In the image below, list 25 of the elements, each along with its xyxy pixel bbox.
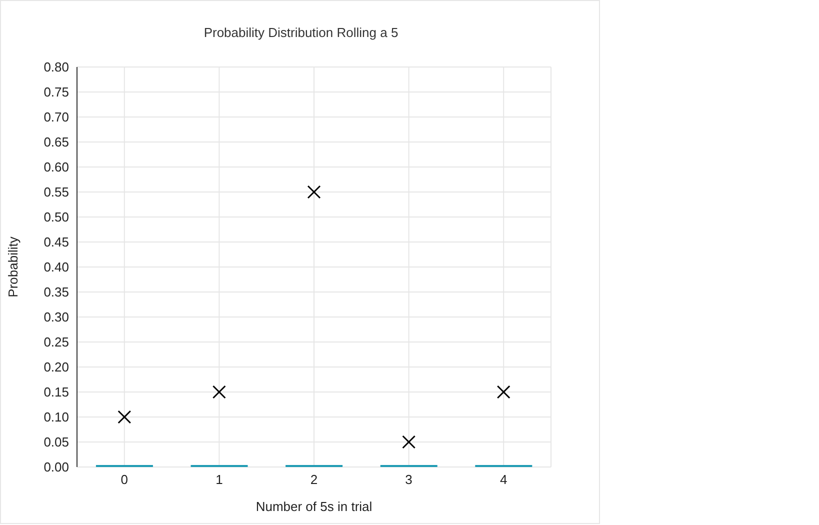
x-tick-label: 4: [500, 472, 508, 488]
x-tick-label: 0: [120, 472, 128, 488]
y-tick-label: 0.40: [44, 260, 69, 275]
y-tick-label: 0.60: [44, 160, 69, 175]
y-tick-label: 0.05: [44, 434, 69, 450]
y-tick-label: 0.00: [44, 460, 69, 475]
y-tick-label: 0.30: [44, 310, 69, 325]
x-axis-title: Number of 5s in trial: [256, 499, 372, 514]
y-tick-label: 0.10: [44, 410, 69, 425]
x-tick-label: 2: [310, 472, 318, 488]
y-tick-label: 0.25: [44, 334, 69, 350]
y-tick-label: 0.15: [44, 384, 69, 400]
y-tick-label: 0.45: [44, 234, 69, 250]
x-tick-label: 3: [405, 472, 412, 488]
y-tick-label: 0.35: [44, 284, 69, 300]
y-tick-label: 0.75: [44, 84, 69, 100]
y-tick-label: 0.65: [44, 134, 69, 150]
y-tick-label: 0.55: [44, 184, 69, 200]
chart-title: Probability Distribution Rolling a 5: [202, 25, 400, 40]
y-axis-title: Probability: [6, 236, 21, 298]
x-tick-label: 1: [216, 472, 223, 488]
y-tick-label: 0.20: [44, 360, 69, 375]
y-tick-label: 0.80: [44, 60, 69, 75]
y-tick-label: 0.70: [44, 110, 69, 125]
y-tick-label: 0.50: [44, 210, 69, 225]
